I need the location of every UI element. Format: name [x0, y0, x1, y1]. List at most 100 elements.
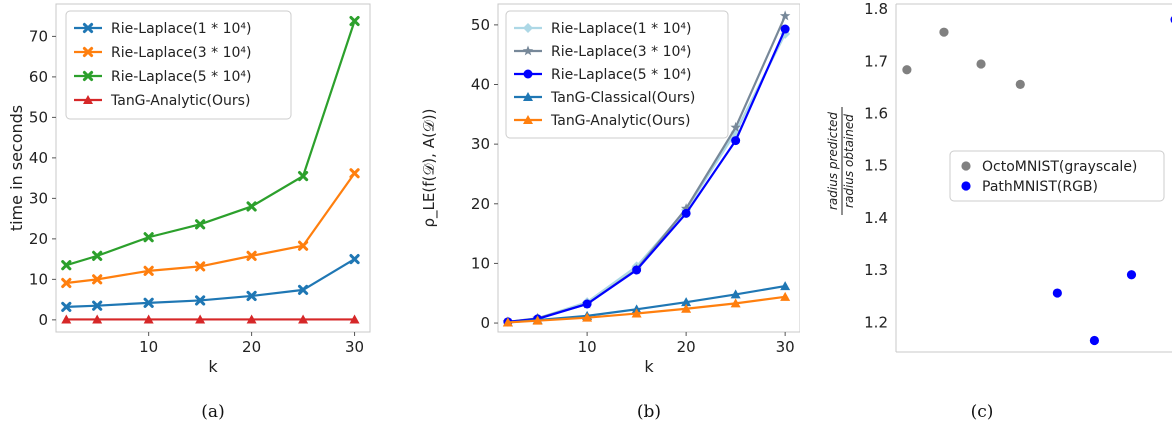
y-tick-label: 1.8	[864, 0, 888, 18]
y-tick-label: 0	[480, 314, 490, 332]
legend-marker	[523, 92, 533, 101]
legend-marker	[523, 115, 533, 124]
caption: (b)	[637, 402, 661, 422]
legend-label: Rie-Laplace(1 * 10⁴)	[551, 21, 692, 37]
x-axis-label: k	[208, 357, 218, 376]
y-tick-label: 1.7	[864, 52, 888, 70]
data-point	[195, 314, 206, 324]
y-axis-label-numerator: radius predicted	[826, 112, 840, 210]
x-tick-label: 10	[139, 338, 158, 356]
data-point	[1015, 79, 1025, 89]
data-point	[297, 240, 309, 251]
legend-label: TanG-Classical(Ours)	[550, 90, 695, 106]
y-tick-label: 10	[29, 270, 48, 288]
data-point	[246, 290, 257, 302]
data-point	[195, 261, 206, 272]
legend: Rie-Laplace(1 * 10⁴) Rie-Laplace(3 * 10⁴)…	[505, 10, 729, 139]
legend-label: Rie-Laplace(3 * 10⁴)	[111, 45, 252, 61]
series-2	[1052, 16, 1172, 346]
data-point	[143, 265, 154, 276]
series-2	[61, 168, 360, 289]
y-axis-label: ρ_LE(f(𝒟), A(𝒟))	[420, 109, 439, 228]
data-point	[681, 208, 691, 218]
legend-marker	[523, 69, 533, 79]
data-point	[92, 274, 103, 285]
x-tick-label: 20	[242, 338, 261, 356]
y-tick-label: 10	[471, 254, 490, 272]
legend-box	[505, 10, 729, 139]
y-tick-label: 1.4	[864, 209, 888, 227]
data-point	[779, 10, 791, 21]
legend-marker	[82, 22, 94, 34]
data-point	[1126, 270, 1137, 280]
chart-b: 10 20 30 0 10 20 30 40 50 k ρ_LE(f(𝒟), A(𝒟)) Rie-La…	[420, 3, 800, 422]
data-point	[632, 265, 642, 275]
data-point	[780, 24, 790, 34]
series-3	[61, 15, 360, 271]
legend-item: Rie-Laplace(5 * 10⁴)	[514, 67, 692, 83]
x-tick-label: 20	[677, 338, 696, 356]
data-point	[349, 254, 360, 265]
y-tick-label: 0	[38, 311, 48, 329]
data-point	[902, 65, 912, 75]
data-point	[195, 295, 206, 306]
series-1	[902, 27, 1025, 89]
data-point	[246, 314, 257, 324]
y-axis-label: radius predicted radius obtained	[826, 107, 856, 215]
legend: Rie-Laplace(1 * 10⁴) Rie-Laplace(3 * 10⁴)…	[65, 10, 292, 120]
data-point	[730, 298, 741, 308]
legend-label: Rie-Laplace(5 * 10⁴)	[551, 67, 692, 83]
data-point	[1089, 335, 1100, 346]
data-point	[780, 281, 791, 291]
chart-c: 1.2 1.3 1.4 1.5 1.6 1.7 1.8 radius predicted rad…	[826, 0, 1172, 422]
data-point	[681, 303, 692, 313]
legend-marker	[961, 161, 971, 171]
data-point	[143, 314, 154, 324]
legend-marker	[82, 46, 94, 58]
data-point	[195, 219, 206, 230]
legend-box	[65, 10, 292, 120]
x-tick-label: 30	[345, 338, 364, 356]
y-tick-label: 30	[471, 135, 490, 153]
legend-label: Rie-Laplace(1 * 10⁴)	[111, 21, 252, 37]
data-point	[582, 299, 592, 309]
caption: (a)	[201, 402, 224, 422]
legend-label: TanG-Analytic(Ours)	[550, 113, 690, 129]
chart-a: 10 20 30 0 10 20 30 40 50 60 70 k time in seconds Rie…	[7, 3, 371, 422]
data-point	[730, 121, 741, 132]
data-point	[939, 27, 949, 37]
y-tick-label: 40	[471, 76, 490, 94]
legend-marker	[961, 181, 971, 191]
legend-marker	[82, 70, 94, 82]
y-tick-label: 1.6	[864, 105, 888, 123]
legend-item: Rie-Laplace(5 * 10⁴)	[74, 69, 252, 85]
legend-item: TanG-Classical(Ours)	[514, 90, 695, 106]
y-tick-label: 50	[29, 108, 48, 126]
legend-marker	[522, 45, 534, 56]
data-point	[92, 314, 103, 324]
legend-item: Rie-Laplace(1 * 10⁴)	[74, 21, 252, 37]
data-point	[61, 260, 72, 271]
legend-label: Rie-Laplace(5 * 10⁴)	[111, 69, 252, 85]
legend-item: Rie-Laplace(3 * 10⁴)	[514, 44, 692, 60]
y-tick-label: 20	[471, 195, 490, 213]
y-tick-label: 30	[29, 189, 48, 207]
data-point	[246, 250, 257, 261]
legend-item: OctoMNIST(grayscale)	[961, 159, 1137, 175]
legend-label: TanG-Analytic(Ours)	[110, 93, 250, 109]
y-tick-label: 50	[471, 16, 490, 34]
y-tick-label: 1.2	[864, 313, 888, 331]
data-point	[502, 317, 513, 327]
x-tick-label: 30	[776, 338, 795, 356]
data-point	[349, 314, 360, 324]
data-point	[631, 308, 642, 318]
data-point	[297, 170, 309, 182]
data-point	[349, 168, 360, 179]
data-point	[143, 297, 154, 308]
y-tick-label: 60	[29, 68, 48, 86]
x-tick-label: 10	[578, 338, 597, 356]
legend: OctoMNIST(grayscale) PathMNIST(RGB)	[949, 150, 1165, 202]
data-point	[92, 250, 103, 261]
data-point	[297, 284, 309, 295]
